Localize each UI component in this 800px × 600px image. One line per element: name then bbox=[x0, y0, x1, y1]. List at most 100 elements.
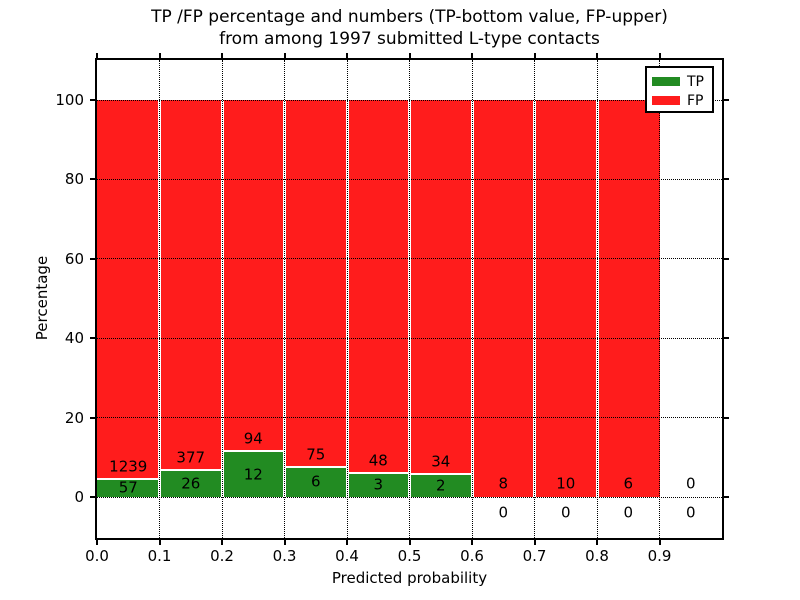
bar-fp-0 bbox=[97, 100, 160, 480]
x-tick-label: 0.0 bbox=[85, 547, 109, 565]
bar-fp-8 bbox=[597, 100, 660, 497]
x-tick-mark-top bbox=[533, 53, 536, 58]
gridline-vertical bbox=[284, 60, 285, 538]
bar-fp-2 bbox=[222, 100, 285, 453]
chart-title-line2: from among 1997 submitted L-type contact… bbox=[219, 29, 600, 49]
gridline-vertical bbox=[596, 60, 598, 538]
fp-count-label: 94 bbox=[243, 429, 263, 448]
y-tick-label: 60 bbox=[64, 249, 84, 268]
bar-fp-7 bbox=[534, 100, 597, 497]
y-tick-mark bbox=[90, 337, 95, 340]
y-tick-mark-right bbox=[724, 416, 729, 419]
chart-title-line1: TP /FP percentage and numbers (TP-bottom… bbox=[151, 7, 668, 27]
y-tick-mark-right bbox=[724, 257, 729, 260]
bar-fp-5 bbox=[409, 100, 472, 475]
x-tick-label: 0.2 bbox=[210, 547, 234, 565]
legend-label-fp: FP bbox=[687, 92, 704, 109]
y-tick-label: 80 bbox=[64, 170, 84, 189]
legend-row-fp: FP bbox=[652, 91, 707, 110]
bar-tp-0 bbox=[97, 479, 160, 497]
x-tick-mark bbox=[533, 540, 536, 545]
x-tick-mark bbox=[346, 540, 348, 545]
bar-fp-6 bbox=[472, 100, 535, 497]
tp-count-label: 0 bbox=[498, 503, 509, 522]
x-tick-label: 0.6 bbox=[460, 547, 484, 565]
y-tick-label: 0 bbox=[74, 488, 84, 506]
bar-tp-2 bbox=[222, 452, 285, 497]
fp-count-label: 10 bbox=[556, 474, 576, 493]
x-axis-title: Predicted probability bbox=[331, 569, 488, 587]
bar-tp-4 bbox=[347, 473, 410, 497]
tp-count-label: 0 bbox=[623, 503, 634, 522]
x-tick-mark-top bbox=[658, 53, 661, 58]
y-tick-mark bbox=[90, 496, 95, 498]
y-axis-title: Percentage bbox=[33, 255, 51, 341]
x-tick-label: 0.4 bbox=[335, 547, 359, 565]
fp-count-label: 6 bbox=[623, 474, 634, 493]
x-tick-mark-top bbox=[96, 53, 98, 58]
x-tick-label: 0.5 bbox=[397, 547, 422, 565]
gridline-vertical bbox=[159, 60, 160, 538]
y-tick-mark bbox=[90, 99, 95, 101]
x-tick-mark-top bbox=[158, 53, 161, 58]
x-tick-mark bbox=[471, 540, 473, 545]
bar-tp-1 bbox=[159, 471, 222, 497]
y-tick-label: 100 bbox=[55, 91, 84, 109]
plot-area: 1239 57 377 26 94 12 75 6 48 3 34 2 8 0 10 0 6 0 0 0 bbox=[90, 53, 729, 545]
tp-count-label: 0 bbox=[560, 503, 571, 522]
x-tick-mark bbox=[596, 540, 598, 545]
x-tick-mark bbox=[283, 540, 286, 545]
x-tick-mark-top bbox=[283, 53, 286, 58]
x-tick-label: 0.7 bbox=[522, 547, 547, 565]
x-tick-mark-top bbox=[596, 53, 598, 58]
fp-swatch-icon bbox=[652, 96, 680, 105]
y-tick-mark-right bbox=[724, 337, 729, 340]
x-tick-label: 0.9 bbox=[647, 547, 672, 565]
gridline-vertical bbox=[471, 60, 473, 538]
y-tick-mark bbox=[90, 416, 95, 419]
tp-count-label: 3 bbox=[373, 475, 384, 494]
x-tick-mark-top bbox=[346, 53, 348, 58]
bar-tp-3 bbox=[284, 467, 347, 497]
chart-title: TP /FP percentage and numbers (TP-bottom… bbox=[95, 6, 724, 50]
gridline-vertical bbox=[659, 60, 660, 538]
fp-count-label: 1239 bbox=[109, 457, 148, 476]
x-tick-label: 0.3 bbox=[272, 547, 297, 565]
gridline-vertical bbox=[409, 60, 410, 538]
gridline-vertical bbox=[346, 60, 348, 538]
x-tick-label: 0.8 bbox=[585, 547, 609, 565]
bar-fp-4 bbox=[347, 100, 410, 474]
y-tick-mark bbox=[90, 257, 95, 260]
fp-count-label: 34 bbox=[431, 452, 451, 471]
bar-fp-3 bbox=[284, 100, 347, 468]
gridline-vertical bbox=[221, 60, 223, 538]
gridline-vertical bbox=[534, 60, 535, 538]
x-tick-mark-top bbox=[221, 53, 223, 58]
tp-count-label: 2 bbox=[435, 476, 446, 495]
fp-count-label: 75 bbox=[306, 445, 326, 464]
x-tick-mark-top bbox=[408, 53, 411, 58]
bar-tp-5 bbox=[409, 474, 472, 497]
tp-count-label: 6 bbox=[310, 472, 321, 491]
tp-swatch-icon bbox=[652, 77, 680, 86]
y-tick-label: 40 bbox=[64, 329, 84, 348]
x-tick-mark bbox=[96, 540, 98, 545]
legend-row-tp: TP bbox=[652, 72, 707, 91]
fp-count-label: 377 bbox=[176, 448, 206, 467]
tp-count-label: 0 bbox=[685, 503, 696, 522]
tp-count-label: 57 bbox=[118, 478, 138, 497]
fp-count-label: 8 bbox=[498, 474, 509, 493]
x-tick-label: 0.1 bbox=[147, 547, 172, 565]
x-tick-mark bbox=[408, 540, 411, 545]
y-tick-label: 20 bbox=[64, 408, 84, 427]
tp-count-label: 26 bbox=[181, 474, 201, 493]
y-tick-mark bbox=[90, 178, 95, 181]
y-tick-mark-right bbox=[724, 99, 729, 101]
bar-fp-1 bbox=[159, 100, 222, 472]
tp-count-label: 12 bbox=[243, 465, 263, 484]
y-tick-mark-right bbox=[724, 178, 729, 181]
x-tick-mark bbox=[658, 540, 661, 545]
legend: TP FP bbox=[645, 66, 714, 113]
legend-label-tp: TP bbox=[687, 73, 704, 90]
